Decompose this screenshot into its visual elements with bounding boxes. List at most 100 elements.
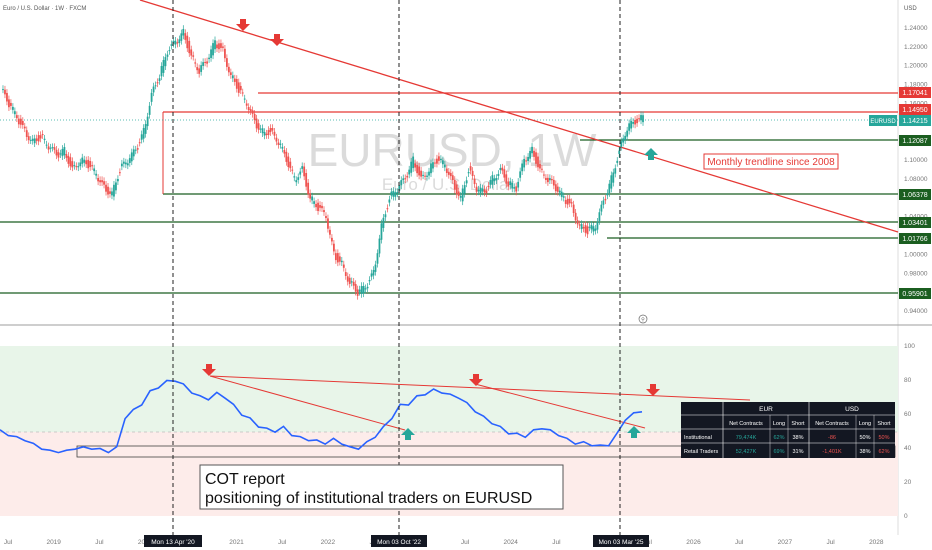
candle-body	[604, 198, 607, 201]
price-labels: 1.17041 1.14950 EURUSD 1.14215 1.12087 1…	[869, 87, 931, 299]
candle-body	[241, 92, 244, 94]
time-tick-label: 2027	[778, 539, 793, 546]
candle-body	[356, 289, 359, 296]
candle-body	[21, 120, 24, 126]
price-label: 1.14215	[902, 118, 927, 125]
candle-body	[396, 192, 399, 194]
candle-body	[29, 139, 32, 141]
candle-body	[105, 184, 107, 192]
candle-body	[352, 281, 355, 286]
candle-body	[438, 156, 440, 161]
cot-table-cell: 38%	[792, 435, 803, 441]
candle-body	[430, 163, 432, 174]
candle-body	[465, 180, 468, 184]
cot-annotation[interactable]: COT report positioning of institutional …	[199, 464, 564, 510]
candle-body	[327, 218, 329, 229]
candle-body	[325, 216, 327, 219]
price-label-bg	[899, 115, 931, 126]
candle-body	[451, 175, 454, 181]
candle-body	[447, 171, 450, 175]
candle-body	[87, 159, 90, 169]
candle-body	[160, 66, 163, 77]
cot-tick-label: 20	[904, 479, 912, 486]
candle-body	[222, 46, 224, 48]
current-symbol-tag: EURUSD	[870, 119, 896, 125]
candle-body	[220, 43, 222, 48]
candle-body	[479, 187, 482, 194]
monthly-trendline	[139, 0, 899, 233]
candle-body	[441, 160, 444, 165]
candle-body	[449, 172, 452, 177]
candle-body	[25, 130, 28, 137]
candle-body	[19, 118, 22, 125]
candle-body	[77, 166, 80, 168]
candle-body	[392, 190, 395, 197]
candle-body	[111, 191, 113, 196]
candle-body	[489, 180, 492, 185]
candle-body	[568, 198, 571, 204]
cot-trendline-1	[209, 375, 406, 431]
time-tick-label: Jul	[461, 539, 470, 546]
candle-body	[416, 165, 419, 174]
price-tick-label: 1.16000	[904, 100, 928, 107]
candle-body	[251, 110, 254, 114]
candle-body	[245, 103, 248, 106]
candle-body	[420, 170, 422, 177]
price-label-bg	[899, 233, 931, 244]
candle-body	[194, 62, 197, 64]
candle-body	[273, 131, 276, 136]
candle-body	[523, 158, 526, 168]
candle-body	[580, 224, 583, 230]
price-tick-label: 1.00000	[904, 251, 928, 258]
candle-body	[186, 35, 189, 49]
price-tick-label: 1.24000	[904, 25, 928, 32]
candle-body	[350, 281, 353, 283]
candle-body	[180, 33, 183, 41]
reset-scale-icon[interactable]: ⚲	[638, 314, 648, 324]
candle-body	[626, 130, 629, 137]
price-label-bg	[899, 104, 931, 115]
candle-body	[404, 178, 407, 180]
candle-body	[8, 99, 10, 108]
trendline-annotation[interactable]: Monthly trendline since 2008	[703, 153, 839, 170]
candle-body	[572, 204, 575, 214]
candle-body	[620, 141, 623, 147]
candle-body	[628, 123, 631, 131]
candle-body	[315, 203, 317, 208]
candle-body	[436, 158, 438, 164]
candle-body	[146, 116, 149, 127]
arrow-up-icon	[627, 426, 641, 438]
cot-trendline-2	[209, 375, 751, 401]
candle-body	[184, 33, 187, 40]
candle-body	[17, 118, 20, 125]
candle-body	[622, 138, 625, 143]
candle-body	[525, 160, 528, 162]
cot-tick-label: 80	[904, 377, 912, 384]
time-tick-label: 2021	[229, 539, 244, 546]
candle-body	[558, 190, 561, 193]
candle-body	[265, 133, 268, 136]
candle-body	[307, 182, 310, 195]
cot-table-col: Short	[791, 421, 805, 427]
candle-body	[305, 173, 308, 187]
candle-body	[334, 253, 337, 261]
candle-body	[374, 264, 377, 272]
cot-table-group-eur: EUR	[759, 406, 773, 413]
candle-body	[584, 225, 587, 233]
candle-body	[445, 168, 448, 173]
price-tick-label: 1.22000	[904, 44, 928, 51]
candle-body	[49, 147, 52, 149]
cot-tick-label: 100	[904, 343, 915, 350]
time-tick-label: Jul	[552, 539, 561, 546]
candle-body	[164, 57, 167, 67]
price-tick-label: 0.94000	[904, 308, 928, 315]
candle-body	[279, 143, 282, 145]
candle-body	[531, 146, 533, 154]
cot-table-cell: 50%	[859, 435, 870, 441]
trendline-annotation-text: Monthly trendline since 2008	[707, 157, 835, 168]
candle-body	[509, 181, 512, 185]
candle-body	[336, 253, 339, 263]
time-tick-label: Jul	[278, 539, 287, 546]
date-markers	[172, 0, 621, 535]
